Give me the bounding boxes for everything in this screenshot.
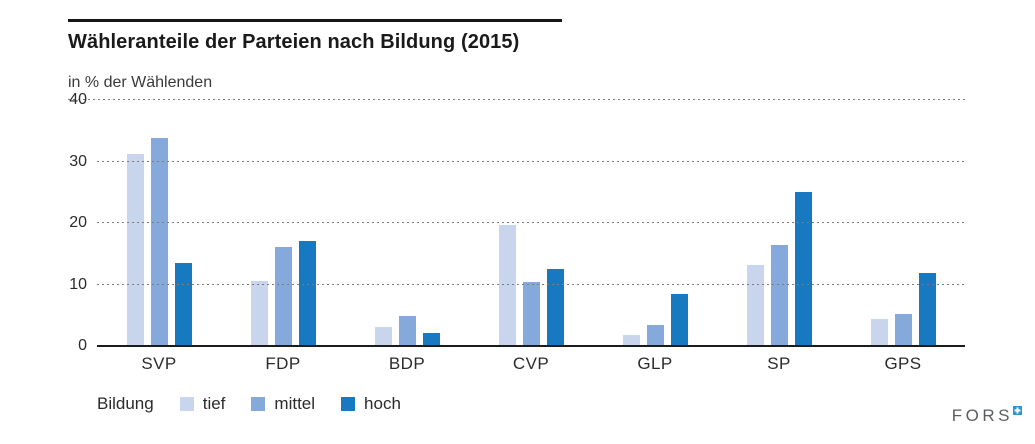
bar-GLP-mittel bbox=[646, 325, 664, 346]
bar-CVP-tief bbox=[498, 225, 516, 346]
bar-BDP-tief bbox=[374, 326, 392, 346]
legend-swatch-hoch bbox=[341, 397, 356, 411]
swiss-cross-icon bbox=[1013, 402, 1022, 415]
legend-swatch-tief bbox=[179, 397, 194, 411]
bar-GPS-tief bbox=[870, 318, 888, 346]
y-tick-label-0: 0 bbox=[78, 337, 87, 354]
category-label-SP: SP bbox=[767, 354, 791, 373]
bar-GLP-hoch bbox=[670, 293, 688, 346]
bar-BDP-hoch bbox=[422, 333, 440, 346]
bar-group-SVP bbox=[97, 100, 221, 346]
legend-items: tief mittel hoch bbox=[179, 394, 401, 414]
category-label-GLP: GLP bbox=[637, 354, 673, 373]
legend-label-tief: tief bbox=[202, 394, 226, 413]
gridline-30 bbox=[97, 160, 965, 162]
bar-SVP-mittel bbox=[150, 138, 168, 346]
legend-item-tief: tief bbox=[179, 394, 226, 414]
bar-FDP-hoch bbox=[298, 240, 316, 346]
x-axis-line bbox=[97, 345, 965, 347]
gridline-10 bbox=[97, 283, 965, 285]
fors-logo-text: FORS bbox=[951, 406, 1013, 425]
bar-CVP-mittel bbox=[522, 282, 540, 346]
gridline-40 bbox=[68, 99, 965, 100]
plot-area: 0 10 20 30 40 bbox=[68, 92, 965, 354]
legend: Bildung tief mittel hoch bbox=[97, 394, 401, 414]
bar-FDP-tief bbox=[250, 280, 268, 346]
bar-SVP-hoch bbox=[174, 262, 192, 346]
bar-GLP-tief bbox=[622, 334, 640, 346]
bar-SP-hoch bbox=[794, 192, 812, 346]
legend-label-hoch: hoch bbox=[364, 394, 401, 413]
bar-group-BDP bbox=[345, 100, 469, 346]
bar-GPS-hoch bbox=[918, 273, 936, 346]
bar-SP-tief bbox=[746, 264, 764, 346]
y-tick-label-30: 30 bbox=[69, 152, 87, 170]
category-labels: SVP FDP BDP CVP GLP SP GPS bbox=[97, 354, 965, 374]
bar-group-SP bbox=[717, 100, 841, 346]
category-label-FDP: FDP bbox=[265, 354, 301, 373]
legend-title: Bildung bbox=[97, 394, 154, 413]
chart-title: Wähleranteile der Parteien nach Bildung … bbox=[68, 31, 520, 53]
bar-BDP-mittel bbox=[398, 315, 416, 346]
legend-swatch-mittel bbox=[251, 397, 266, 411]
category-label-CVP: CVP bbox=[512, 354, 550, 373]
legend-label-mittel: mittel bbox=[274, 394, 316, 413]
legend-item-mittel: mittel bbox=[251, 394, 315, 414]
category-label-GPS: GPS bbox=[884, 354, 922, 373]
y-tick-label-10: 10 bbox=[69, 275, 87, 293]
bar-groups bbox=[97, 100, 965, 346]
bar-group-GLP bbox=[593, 100, 717, 346]
bar-SVP-tief bbox=[126, 154, 144, 346]
chart-subtitle: in % der Wählenden bbox=[68, 74, 213, 91]
bar-GPS-mittel bbox=[894, 314, 912, 346]
title-rule bbox=[68, 19, 562, 22]
bar-SP-mittel bbox=[770, 245, 788, 346]
bar-FDP-mittel bbox=[274, 247, 292, 346]
bar-CVP-hoch bbox=[546, 269, 564, 346]
bar-group-FDP bbox=[221, 100, 345, 346]
bar-group-CVP bbox=[469, 100, 593, 346]
legend-item-hoch: hoch bbox=[341, 394, 401, 414]
bar-group-GPS bbox=[841, 100, 965, 346]
y-tick-label-20: 20 bbox=[69, 214, 87, 231]
category-label-BDP: BDP bbox=[388, 354, 426, 373]
y-tick-label-40: 40 bbox=[69, 91, 87, 108]
fors-logo: FORS bbox=[952, 403, 1022, 426]
gridline-20 bbox=[97, 222, 965, 223]
category-label-SVP: SVP bbox=[141, 354, 177, 373]
